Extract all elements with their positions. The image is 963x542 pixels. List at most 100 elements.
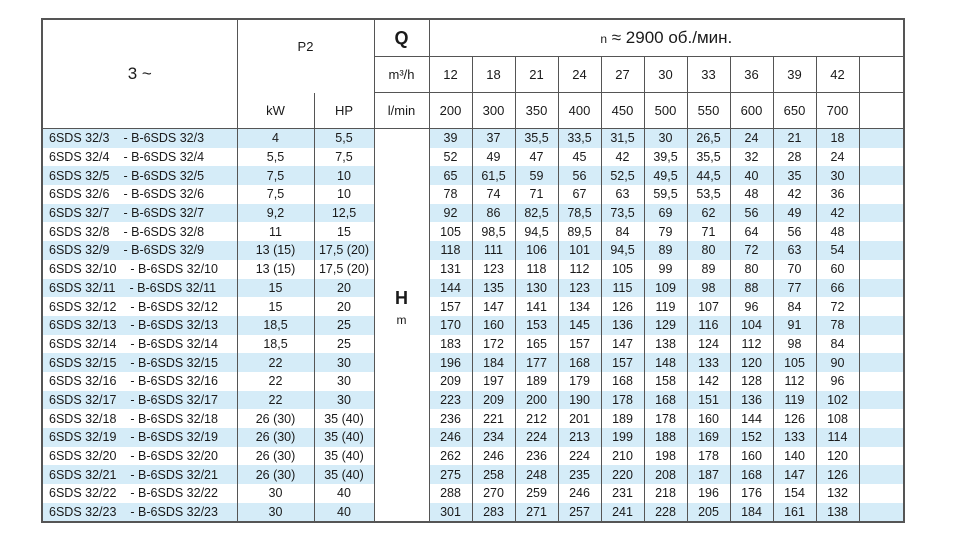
flow-lmin-cell: 450 — [600, 92, 645, 129]
hp-cell: 20 — [313, 297, 375, 316]
empty-cell — [858, 241, 905, 260]
kw-cell: 22 — [236, 390, 315, 410]
head-value-cell: 123 — [557, 278, 602, 298]
model-cell: 6SDS 32/15 - B-6SDS 32/15 — [41, 353, 238, 372]
head-value-cell: 99 — [643, 259, 688, 279]
head-value-cell: 86 — [471, 203, 516, 223]
model-cell: 6SDS 32/19 - B-6SDS 32/19 — [41, 428, 238, 447]
head-value-cell: 301 — [428, 502, 473, 524]
flow-m3h-cell: 39 — [772, 56, 817, 93]
head-value-cell: 112 — [557, 259, 602, 279]
head-value-cell: 126 — [600, 297, 645, 316]
head-value-cell: 33,5 — [557, 128, 602, 148]
flow-lmin-cell: 500 — [643, 92, 688, 129]
head-value-cell: 148 — [643, 353, 688, 372]
head-value-cell: 184 — [471, 353, 516, 372]
flow-m3h-cell: 33 — [686, 56, 731, 93]
kw-cell: 15 — [236, 297, 315, 316]
flow-m3h-cell: 30 — [643, 56, 688, 93]
head-value-cell: 147 — [471, 297, 516, 316]
head-value-cell: 132 — [815, 484, 860, 503]
model-name: 6SDS 32/16 — [49, 374, 117, 389]
empty-cell — [858, 446, 905, 466]
model-name: 6SDS 32/10 — [49, 262, 117, 277]
model-cell: 6SDS 32/5 - B-6SDS 32/5 — [41, 166, 238, 186]
table-row: 6SDS 32/4 - B-6SDS 32/4 5,5 7,5 52 49 47 45 42 39… — [41, 147, 905, 167]
head-value-cell: 24 — [815, 147, 860, 167]
head-value-cell: 73,5 — [600, 203, 645, 223]
flow-m3h-cell: 36 — [729, 56, 774, 93]
model-name: 6SDS 32/12 — [49, 299, 117, 314]
head-value-cell: 42 — [772, 185, 817, 204]
head-value-cell: 32 — [729, 147, 774, 167]
head-value-cell: 138 — [643, 334, 688, 354]
flow-lmin-cell: 350 — [514, 92, 559, 129]
head-value-cell: 120 — [729, 353, 774, 372]
table-row: 6SDS 32/18 - B-6SDS 32/18 26 (30) 35 (40) 23… — [41, 409, 905, 428]
head-value-cell: 107 — [686, 297, 731, 316]
hp-cell: 40 — [313, 484, 375, 503]
head-value-cell: 157 — [428, 297, 473, 316]
empty-cell — [858, 465, 905, 485]
kw-cell: 30 — [236, 502, 315, 524]
model-name: 6SDS 32/20 — [49, 449, 117, 464]
model-alt-name: - B-6SDS 32/4 — [123, 150, 205, 165]
head-value-cell: 212 — [514, 409, 559, 428]
head-value-cell: 168 — [643, 390, 688, 410]
model-cell: 6SDS 32/6 - B-6SDS 32/6 — [41, 185, 238, 204]
model-name: 6SDS 32/22 — [49, 486, 117, 501]
head-value-cell: 145 — [557, 315, 602, 335]
head-value-cell: 44,5 — [686, 166, 731, 186]
model-cell: 6SDS 32/22 - B-6SDS 32/22 — [41, 484, 238, 503]
head-value-cell: 54 — [815, 241, 860, 260]
head-value-cell: 56 — [557, 166, 602, 186]
head-value-cell: 70 — [772, 259, 817, 279]
head-value-cell: 56 — [772, 222, 817, 242]
head-value-cell: 53,5 — [686, 185, 731, 204]
head-value-cell: 197 — [471, 371, 516, 391]
flow-lmin-cell: 400 — [557, 92, 602, 129]
head-value-cell: 160 — [471, 315, 516, 335]
empty-cell — [858, 428, 905, 447]
head-value-cell: 98 — [686, 278, 731, 298]
kw-cell: 13 (15) — [236, 259, 315, 279]
head-value-cell: 201 — [557, 409, 602, 428]
hp-cell: 35 (40) — [313, 446, 375, 466]
table-row: 6SDS 32/6 - B-6SDS 32/6 7,5 10 78 74 71 67 63 59,… — [41, 185, 905, 204]
head-value-cell: 118 — [428, 241, 473, 260]
head-value-cell: 80 — [686, 241, 731, 260]
head-value-cell: 154 — [772, 484, 817, 503]
model-cell: 6SDS 32/10 - B-6SDS 32/10 — [41, 259, 238, 279]
head-value-cell: 246 — [471, 446, 516, 466]
head-value-cell: 72 — [729, 241, 774, 260]
head-value-cell: 35,5 — [686, 147, 731, 167]
empty-cell — [858, 334, 905, 354]
model-name: 6SDS 32/5 — [49, 168, 110, 183]
empty-cell — [858, 390, 905, 410]
head-value-cell: 129 — [643, 315, 688, 335]
model-alt-name: - B-6SDS 32/11 — [129, 280, 217, 295]
model-alt-name: - B-6SDS 32/9 — [123, 243, 205, 258]
head-value-cell: 48 — [729, 185, 774, 204]
head-value-cell: 144 — [428, 278, 473, 298]
head-value-cell: 136 — [729, 390, 774, 410]
head-value-cell: 209 — [471, 390, 516, 410]
head-value-cell: 105 — [600, 259, 645, 279]
hp-cell: 35 (40) — [313, 465, 375, 485]
table-row: 6SDS 32/14- B-6SDS 32/14 18,5 25 183 172 165 1… — [41, 334, 905, 354]
head-value-cell: 123 — [471, 259, 516, 279]
model-alt-name: - B-6SDS 32/19 — [130, 430, 218, 445]
head-value-cell: 90 — [815, 353, 860, 372]
head-value-cell: 130 — [514, 278, 559, 298]
flow-lmin-cell: 650 — [772, 92, 817, 129]
head-value-cell: 241 — [600, 502, 645, 524]
model-name: 6SDS 32/4 — [49, 150, 110, 165]
head-value-cell: 104 — [729, 315, 774, 335]
model-name: 6SDS 32/6 — [49, 187, 110, 202]
head-value-cell: 184 — [729, 502, 774, 524]
model-cell: 6SDS 32/11 - B-6SDS 32/11 — [41, 278, 238, 298]
kw-cell: 4 — [236, 128, 315, 148]
head-value-cell: 258 — [471, 465, 516, 485]
